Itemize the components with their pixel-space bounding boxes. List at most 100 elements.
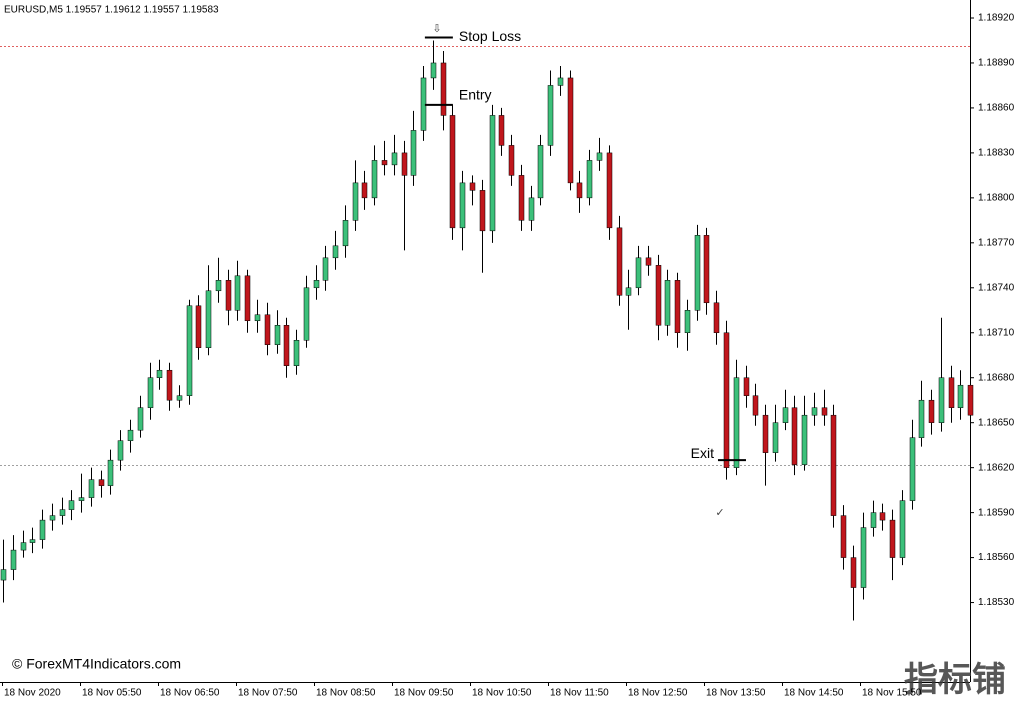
candle-body (684, 310, 691, 334)
candle-body (98, 479, 105, 486)
candle-body (713, 302, 720, 334)
candle-body (313, 280, 320, 289)
candle-body (303, 287, 310, 341)
candle-body (156, 369, 163, 378)
arrow-icon: ⇩ (432, 23, 441, 35)
y-tick-label: 1.18770 (978, 237, 1015, 248)
candle-body (20, 542, 27, 551)
y-tick-label: 1.18740 (978, 282, 1015, 293)
y-tick-label: 1.18920 (978, 13, 1015, 24)
candle-body (528, 197, 535, 221)
candle-body (195, 305, 202, 348)
candle-body (557, 77, 564, 86)
marker-label: Exit (691, 445, 714, 461)
copyright: © ForexMT4Indicators.com (12, 656, 181, 672)
candle-body (254, 314, 261, 322)
candle-body (694, 235, 701, 311)
candle-body (811, 407, 818, 416)
candle-body (537, 145, 544, 199)
candle-body (244, 275, 251, 322)
candle-body (332, 245, 339, 259)
candle-body (733, 377, 740, 468)
candle-body (234, 275, 241, 311)
candle-body (723, 332, 730, 468)
candle-body (498, 115, 505, 146)
x-tick-label: 18 Nov 13:50 (706, 688, 766, 699)
candle-body (440, 62, 447, 116)
candle-body (430, 62, 437, 79)
candle-body (293, 340, 300, 366)
candle-body (449, 115, 456, 229)
x-tick-label: 18 Nov 15:50 (862, 688, 922, 699)
candle-body (264, 314, 271, 345)
candle-body (586, 160, 593, 199)
candle-body (459, 182, 466, 229)
candle-body (283, 325, 290, 366)
candle-body (215, 280, 222, 292)
candle-body (205, 290, 212, 348)
y-tick-label: 1.18560 (978, 552, 1015, 563)
x-tick-label: 18 Nov 06:50 (160, 688, 220, 699)
candle-body (879, 512, 886, 521)
candle-body (342, 220, 349, 247)
marker-label: Stop Loss (459, 28, 521, 44)
candle-body (635, 257, 642, 289)
candle-body (743, 377, 750, 396)
candle-body (625, 287, 632, 296)
candle-body (489, 115, 496, 232)
marker-label: Entry (459, 87, 492, 103)
x-tick-label: 18 Nov 10:50 (472, 688, 532, 699)
candle-body (664, 280, 671, 326)
candle-body (479, 190, 486, 232)
x-tick-label: 18 Nov 08:50 (316, 688, 376, 699)
candle-body (830, 414, 837, 516)
candle-body (401, 152, 408, 176)
candle-body (59, 509, 66, 516)
x-tick-label: 18 Nov 07:50 (238, 688, 298, 699)
y-tick-label: 1.18830 (978, 148, 1015, 159)
y-tick-label: 1.18800 (978, 192, 1015, 203)
x-tick-label: 18 Nov 2020 (4, 688, 61, 699)
candle-body (361, 182, 368, 199)
candle-body (274, 325, 281, 345)
candle-body (616, 227, 623, 296)
candle-body (948, 377, 955, 408)
y-tick-label: 1.18620 (978, 462, 1015, 473)
candle-body (674, 280, 681, 334)
candle-body (870, 512, 877, 528)
candle-body (137, 407, 144, 431)
y-tick-label: 1.18650 (978, 417, 1015, 428)
candle-body (88, 479, 95, 498)
x-tick-label: 18 Nov 05:50 (82, 688, 142, 699)
candle-body (703, 235, 710, 304)
candle-body (645, 257, 652, 266)
candle-body (166, 369, 173, 401)
candle-body (0, 569, 7, 581)
candle-body (381, 160, 388, 166)
candle-body (801, 414, 808, 465)
candle-body (371, 160, 378, 199)
x-tick-label: 18 Nov 12:50 (628, 688, 688, 699)
check-icon: ✓ (715, 507, 724, 519)
candle-body (107, 459, 114, 486)
candle-body (391, 152, 398, 166)
candle-body (752, 395, 759, 416)
candle-body (68, 500, 75, 510)
candle-body (782, 407, 789, 423)
watermark: 指标铺 (904, 661, 1006, 699)
candle-body (899, 500, 906, 558)
candle-body (918, 399, 925, 438)
candle-body (147, 377, 154, 408)
candle-body (762, 414, 769, 453)
candle-body (850, 557, 857, 588)
candle-body (567, 77, 574, 184)
candle-body (469, 182, 476, 191)
candle-body (967, 384, 974, 416)
y-tick-label: 1.18890 (978, 58, 1015, 69)
candle-body (39, 519, 46, 540)
candle-body (791, 407, 798, 465)
candle-body (606, 152, 613, 229)
y-tick-label: 1.18680 (978, 372, 1015, 383)
